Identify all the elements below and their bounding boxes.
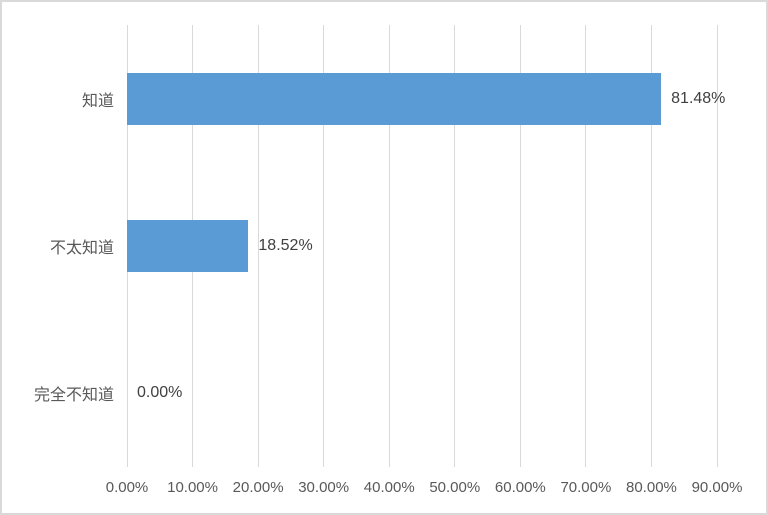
gridline — [323, 25, 325, 467]
x-axis-tick-label: 20.00% — [232, 479, 284, 496]
x-axis-tick-label: 70.00% — [560, 479, 612, 496]
data-label: 81.48% — [671, 89, 726, 107]
category-axis-label: 完全不知道 — [33, 387, 114, 405]
gridline — [716, 25, 718, 467]
data-label: 0.00% — [137, 384, 183, 402]
x-axis-tick-label: 0.00% — [105, 479, 149, 496]
gridline — [257, 25, 259, 467]
bar — [127, 220, 249, 272]
x-axis-tick-label: 60.00% — [494, 479, 546, 496]
gridline — [519, 25, 521, 467]
data-label: 18.52% — [258, 237, 313, 254]
x-axis-tick-label: 40.00% — [363, 479, 415, 496]
x-axis-tick-label: 50.00% — [429, 479, 481, 496]
category-axis-label: 知道 — [81, 92, 114, 110]
x-axis-tick-label: 80.00% — [626, 479, 677, 496]
bar — [127, 72, 662, 125]
category-axis-label: 不太知道 — [49, 240, 114, 257]
gridline — [585, 25, 587, 467]
gridline — [388, 25, 390, 467]
x-axis-tick-label: 90.00% — [691, 479, 743, 496]
x-axis-tick-label: 10.00% — [167, 479, 218, 496]
x-axis-tick-label: 30.00% — [298, 479, 350, 496]
gridline — [650, 25, 652, 467]
plot-area: 知道不太知道完全不知道 81.48% 18.52% 0.00% 0.00% 10.00… — [34, 25, 742, 496]
gridline — [454, 25, 456, 467]
